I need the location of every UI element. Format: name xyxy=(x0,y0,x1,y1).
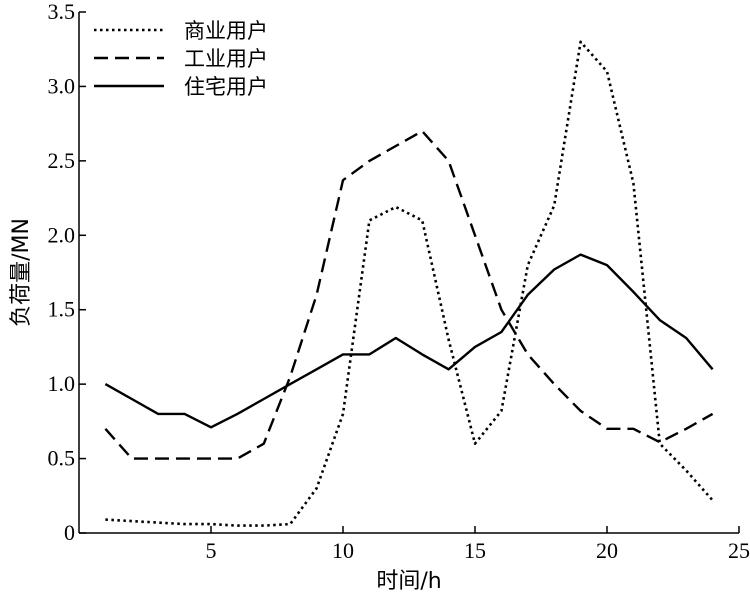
y-tick-label: 1.5 xyxy=(48,297,76,322)
x-tick-label: 15 xyxy=(464,538,486,563)
y-tick-label: 0 xyxy=(64,520,75,545)
x-tick-label: 25 xyxy=(728,538,750,563)
ticks: 5 10 15 20 25 0 0.5 1.0 1.5 2.0 2.5 3.0 3.5 xyxy=(48,0,750,563)
y-tick-label: 2.0 xyxy=(48,222,76,247)
axes xyxy=(78,12,739,534)
x-tick-label: 10 xyxy=(332,538,354,563)
y-tick-label: 3.0 xyxy=(48,73,76,98)
legend-label-1: 商业用户 xyxy=(184,19,268,43)
series-line-3 xyxy=(104,253,714,429)
series-line-2 xyxy=(104,129,714,460)
legend-label-2: 工业用户 xyxy=(184,47,268,71)
x-tick-label: 5 xyxy=(206,538,217,563)
plot-lines xyxy=(104,40,714,527)
x-tick-label: 20 xyxy=(596,538,618,563)
y-tick-label: 1.0 xyxy=(48,371,76,396)
series-line-1 xyxy=(105,40,714,527)
legend-label-3: 住宅用户 xyxy=(184,75,268,99)
x-axis-title: 时间/h xyxy=(376,569,441,594)
y-tick-label: 0.5 xyxy=(48,446,76,471)
y-axis-title: 负荷量/MN xyxy=(9,218,34,327)
y-tick-label: 3.5 xyxy=(48,0,76,24)
y-tick-label: 2.5 xyxy=(48,148,76,173)
